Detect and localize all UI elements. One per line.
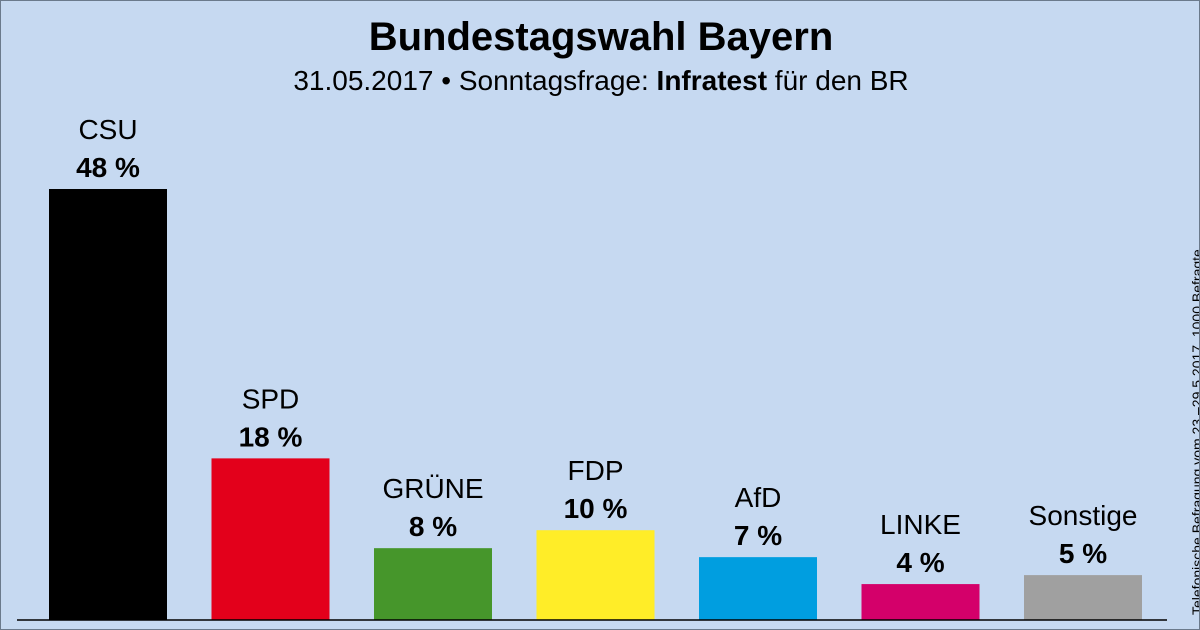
party-label: CSU [78, 114, 137, 145]
bar-grüne [374, 548, 492, 620]
survey-footnote: Telefonische Befragung vom 23.–29.5.2017… [1189, 249, 1200, 615]
poll-client: für den BR [774, 65, 909, 96]
poll-institute: Infratest [656, 65, 768, 96]
bar-csu [49, 189, 167, 620]
poll-question: Sonntagsfrage: [458, 65, 649, 96]
chart-subtitle: 31.05.2017 • Sonntagsfrage: Infratest fü… [1, 65, 1199, 97]
value-label: 10 % [564, 493, 628, 524]
value-label: 48 % [76, 152, 140, 183]
value-label: 7 % [734, 520, 782, 551]
party-label: LINKE [880, 509, 961, 540]
party-label: SPD [242, 383, 300, 414]
party-label: FDP [568, 455, 624, 486]
chart-title: Bundestagswahl Bayern [368, 15, 834, 59]
bar-afd [699, 557, 817, 620]
poll-date: 31.05.2017 [293, 65, 434, 96]
bar-fdp [536, 530, 655, 620]
bar-linke [861, 584, 980, 620]
subtitle-separator: • [441, 65, 452, 96]
party-label: AfD [735, 482, 782, 513]
value-label: 8 % [409, 511, 457, 542]
party-label: Sonstige [1029, 500, 1138, 531]
value-label: 5 % [1059, 538, 1107, 569]
party-label: GRÜNE [382, 473, 483, 504]
value-label: 18 % [239, 421, 303, 452]
bar-sonstige [1024, 575, 1142, 620]
value-label: 4 % [896, 547, 944, 578]
bar-spd [211, 458, 330, 620]
